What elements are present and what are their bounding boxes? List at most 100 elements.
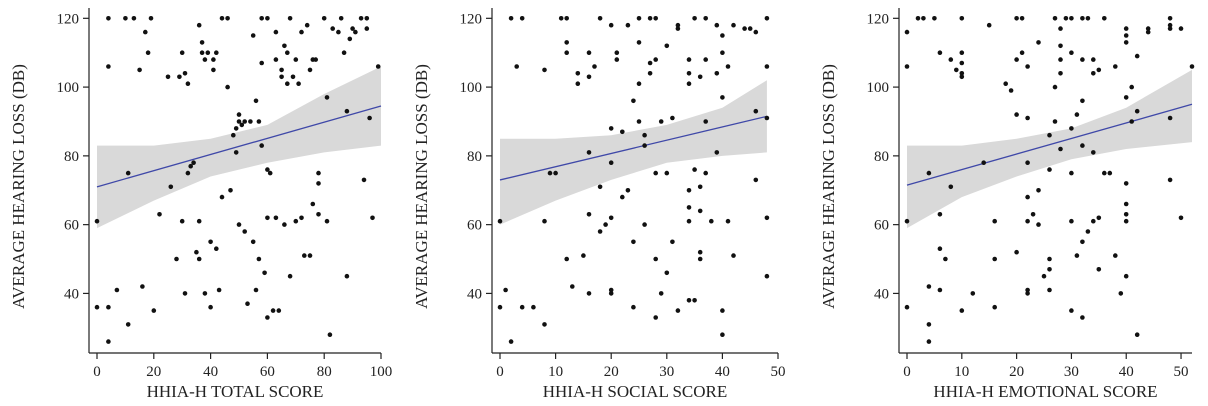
data-point: [211, 57, 216, 62]
data-point: [949, 185, 954, 190]
data-point: [564, 50, 569, 55]
data-point: [1047, 167, 1052, 172]
data-point: [720, 308, 725, 313]
data-point: [960, 308, 965, 313]
data-point: [206, 50, 211, 55]
data-point: [1053, 16, 1058, 21]
data-point: [245, 301, 250, 306]
data-point: [992, 305, 997, 310]
data-point: [152, 308, 157, 313]
data-point: [197, 23, 202, 28]
data-point: [203, 57, 208, 62]
data-point: [503, 288, 508, 293]
data-point: [362, 178, 367, 183]
data-point: [598, 185, 603, 190]
data-point: [1168, 16, 1173, 21]
data-point: [938, 246, 943, 251]
data-point: [1086, 16, 1091, 21]
data-point: [631, 99, 636, 104]
data-point: [1168, 116, 1173, 121]
data-point: [615, 57, 620, 62]
data-point: [765, 16, 770, 21]
data-point: [265, 216, 270, 221]
data-point: [687, 71, 692, 76]
data-point: [259, 16, 264, 21]
data-point: [211, 68, 216, 73]
data-point: [174, 257, 179, 262]
data-point: [916, 16, 921, 21]
data-point: [1014, 57, 1019, 62]
x-tick-label: 20: [1009, 364, 1024, 380]
y-axis-title: AVERAGE HEARING LOSS (DB): [819, 64, 838, 309]
data-point: [322, 16, 327, 21]
data-point: [960, 16, 965, 21]
data-point: [1014, 250, 1019, 255]
data-point: [1135, 332, 1140, 337]
data-point: [1058, 71, 1063, 76]
data-point: [126, 322, 131, 327]
data-point: [692, 167, 697, 172]
y-tick-label: 100: [867, 80, 890, 96]
data-point: [191, 160, 196, 165]
y-axis-title: AVERAGE HEARING LOSS (DB): [9, 64, 28, 309]
data-point: [1058, 26, 1063, 31]
data-point: [288, 16, 293, 21]
data-point: [509, 16, 514, 21]
data-point: [692, 16, 697, 21]
data-point: [676, 308, 681, 313]
data-point: [559, 16, 564, 21]
data-point: [1069, 126, 1074, 131]
data-point: [949, 57, 954, 62]
data-point: [1025, 160, 1030, 165]
x-tick-label: 0: [903, 364, 911, 380]
data-point: [576, 71, 581, 76]
x-tick-label: 60: [260, 364, 275, 380]
data-point: [726, 219, 731, 224]
data-point: [228, 188, 233, 193]
data-point: [137, 68, 142, 73]
data-point: [1042, 274, 1047, 279]
data-point: [1129, 119, 1134, 124]
data-point: [754, 178, 759, 183]
data-point: [1113, 253, 1118, 258]
data-point: [765, 216, 770, 221]
data-point: [1058, 57, 1063, 62]
data-point: [653, 171, 658, 176]
data-point: [1025, 219, 1030, 224]
data-point: [598, 229, 603, 234]
data-point: [620, 130, 625, 135]
data-point: [687, 57, 692, 62]
data-point: [626, 23, 631, 28]
data-point: [342, 50, 347, 55]
data-point: [348, 37, 353, 42]
data-point: [157, 212, 162, 217]
data-point: [200, 50, 205, 55]
data-point: [514, 64, 519, 69]
data-point: [971, 291, 976, 296]
data-point: [140, 284, 145, 289]
y-tick-label: 60: [64, 218, 79, 234]
data-point: [932, 16, 937, 21]
data-point: [1053, 119, 1058, 124]
data-point: [1080, 99, 1085, 104]
data-point: [1124, 95, 1129, 100]
data-point: [553, 171, 558, 176]
data-point: [265, 315, 270, 320]
data-point: [208, 240, 213, 245]
data-point: [615, 50, 620, 55]
confidence-band: [97, 67, 381, 229]
data-point: [328, 332, 333, 337]
x-axis-title: HHIA-H SOCIAL SCORE: [543, 382, 728, 401]
data-point: [637, 40, 642, 45]
data-point: [653, 257, 658, 262]
data-point: [220, 16, 225, 21]
data-point: [353, 30, 358, 35]
x-tick-label: 40: [715, 364, 730, 380]
data-point: [620, 195, 625, 200]
data-point: [1091, 57, 1096, 62]
data-point: [1135, 109, 1140, 114]
x-tick-label: 30: [1064, 364, 1079, 380]
data-point: [1069, 16, 1074, 21]
data-point: [715, 23, 720, 28]
